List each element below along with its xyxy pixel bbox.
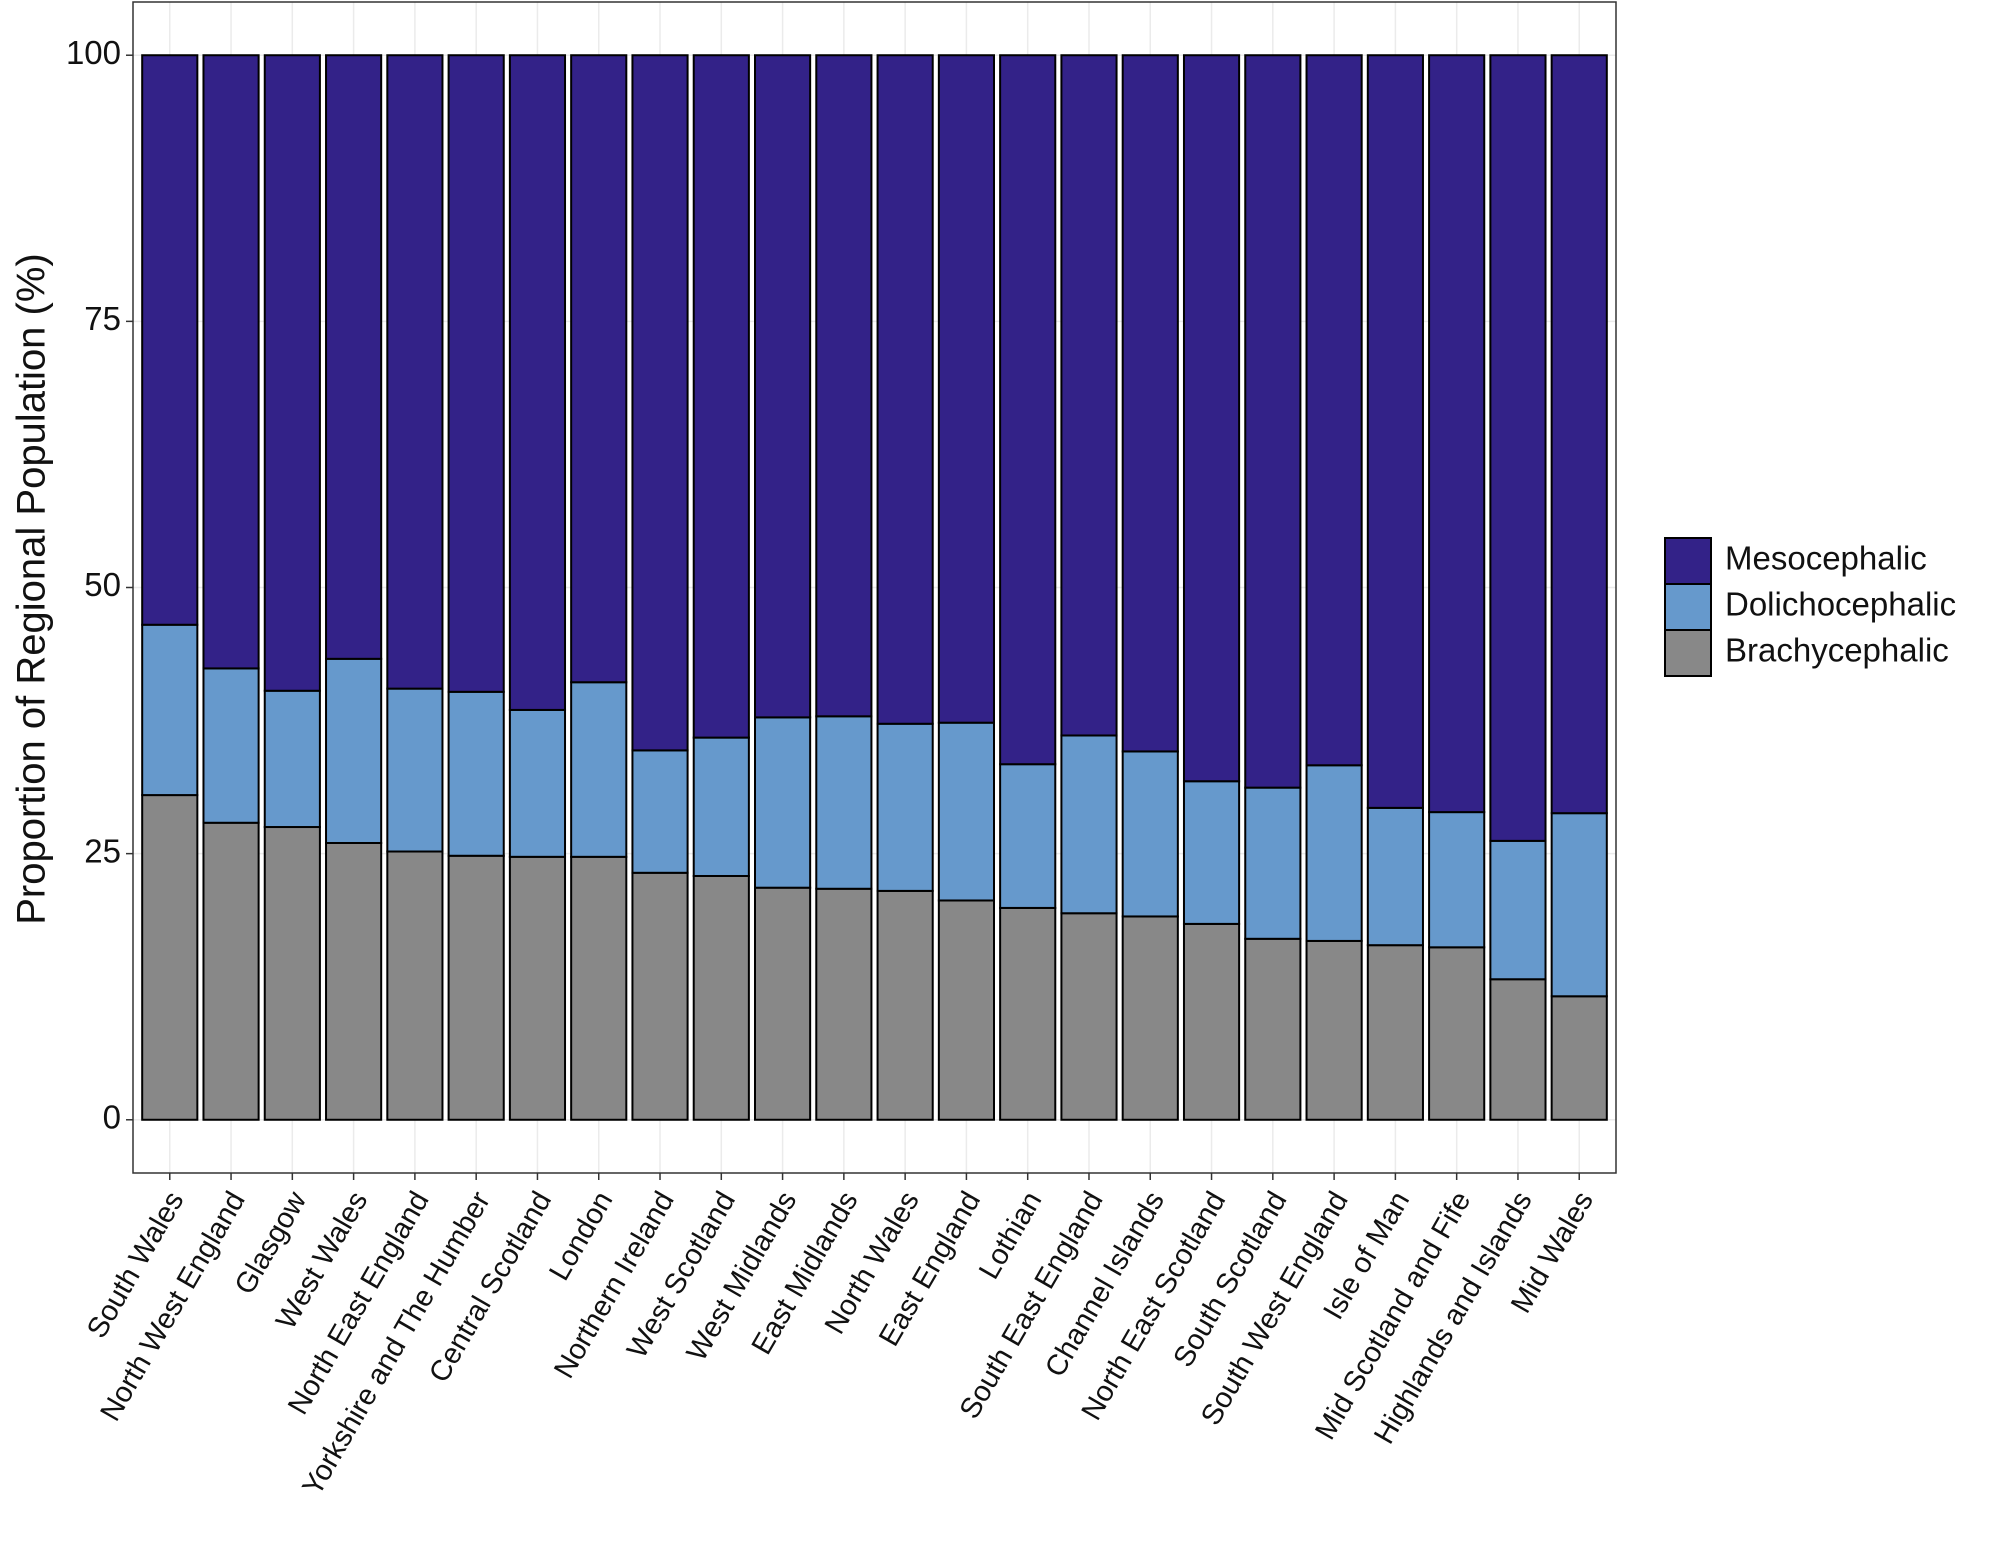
- bar-segment: [570, 54, 628, 684]
- bar-segment: [631, 749, 689, 874]
- bar-segment: [141, 794, 199, 1121]
- y-tick-label: 75: [84, 300, 121, 337]
- bar-segment: [1305, 939, 1363, 1121]
- bar-segment: [1244, 786, 1302, 940]
- bar-segment: [631, 871, 689, 1121]
- y-tick-label: 0: [103, 1098, 121, 1135]
- bar-segment: [1550, 54, 1608, 815]
- bar-segment: [508, 708, 567, 858]
- bar-segment: [754, 886, 812, 1121]
- bar-segment: [386, 54, 444, 690]
- bar-segment: [1121, 915, 1179, 1121]
- bar-segment: [692, 874, 750, 1121]
- bar-segment: [937, 54, 995, 724]
- bar-segment: [999, 906, 1057, 1121]
- bar-segment: [999, 763, 1057, 909]
- legend-label: Mesocephalic: [1725, 540, 1927, 577]
- legend-label: Brachycephalic: [1725, 632, 1949, 669]
- bar-segment: [1121, 54, 1179, 753]
- bar-segment: [1489, 978, 1547, 1121]
- panel-border: [132, 1, 1617, 1174]
- bar-segment: [815, 887, 873, 1121]
- legend-key: [1664, 583, 1712, 631]
- legend-label: Dolichocephalic: [1725, 586, 1956, 623]
- legend-key: [1664, 537, 1712, 585]
- bar-segment: [508, 54, 567, 711]
- bar-segment: [937, 899, 995, 1121]
- bar-segment: [1428, 54, 1486, 814]
- bar-segment: [263, 826, 321, 1121]
- bar-segment: [1489, 54, 1547, 842]
- bar-segment: [1366, 806, 1424, 947]
- y-axis-label: Proportion of Regional Population (%): [10, 253, 54, 925]
- bar-segment: [202, 821, 260, 1121]
- bar-segment: [1244, 937, 1302, 1121]
- bar-segment: [447, 54, 505, 693]
- bar-segment: [1305, 54, 1363, 767]
- bar-segment: [1428, 946, 1486, 1121]
- bar-segment: [1060, 912, 1118, 1121]
- bar-segment: [263, 689, 321, 829]
- bar-segment: [876, 889, 934, 1121]
- bar-segment: [1366, 944, 1424, 1121]
- bar-segment: [1366, 54, 1424, 809]
- bar-segment: [202, 667, 260, 824]
- bar-segment: [1244, 54, 1302, 789]
- y-tick-label: 100: [66, 34, 121, 71]
- bar-segment: [876, 722, 934, 892]
- bar-segment: [1182, 922, 1241, 1121]
- bar-segment: [1060, 54, 1118, 737]
- legend-key: [1664, 629, 1712, 677]
- bar-segment: [325, 657, 383, 844]
- bar-segment: [141, 54, 199, 626]
- bar-segment: [386, 850, 444, 1121]
- bar-segment: [386, 687, 444, 853]
- bar-segment: [937, 721, 995, 902]
- bar-segment: [876, 54, 934, 725]
- bar-segment: [1060, 734, 1118, 915]
- bar-segment: [570, 855, 628, 1121]
- bar-segment: [754, 54, 812, 719]
- bar-segment: [754, 716, 812, 889]
- bar-segment: [1489, 839, 1547, 981]
- bar-segment: [1550, 812, 1608, 998]
- bar-segment: [263, 54, 321, 692]
- bar-segment: [570, 681, 628, 858]
- bar-segment: [692, 736, 750, 877]
- bar-segment: [1550, 995, 1608, 1121]
- bar-segment: [1305, 764, 1363, 942]
- bar-segment: [447, 690, 505, 857]
- bar-segment: [1182, 54, 1241, 783]
- y-tick-label: 50: [84, 566, 121, 603]
- bar-segment: [202, 54, 260, 670]
- bar-segment: [815, 715, 873, 890]
- bar-segment: [631, 54, 689, 752]
- y-tick-label: 25: [84, 832, 121, 869]
- bar-segment: [1182, 780, 1241, 925]
- bar-segment: [508, 855, 567, 1121]
- bar-segment: [1428, 811, 1486, 949]
- bar-segment: [692, 54, 750, 739]
- bar-segment: [447, 854, 505, 1121]
- bar-segment: [1121, 750, 1179, 918]
- bar-segment: [141, 623, 199, 797]
- bar-segment: [815, 54, 873, 718]
- bar-segment: [325, 54, 383, 660]
- bar-segment: [325, 841, 383, 1121]
- bar-segment: [999, 54, 1057, 766]
